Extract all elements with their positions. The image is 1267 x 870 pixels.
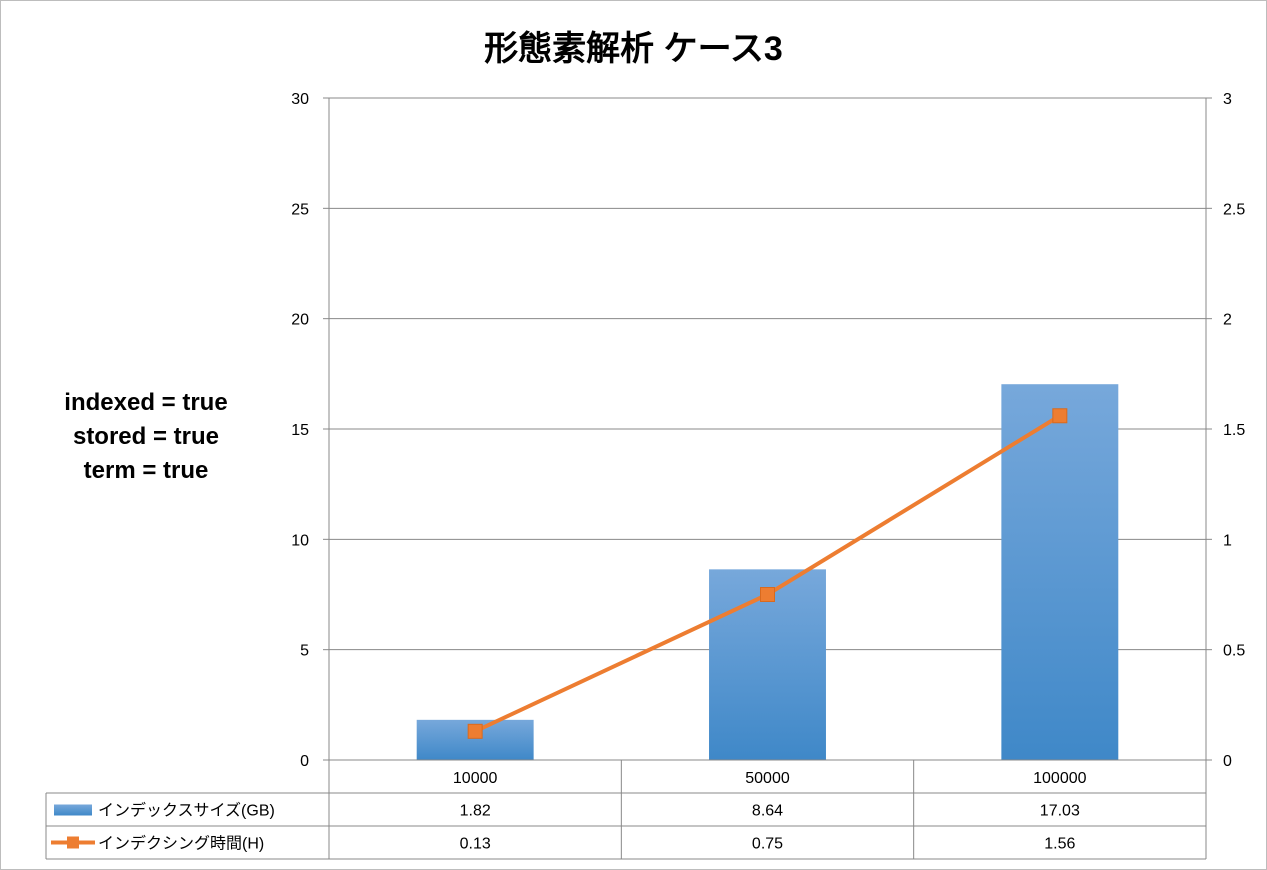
legend-swatch-bar — [54, 804, 92, 816]
annotation-line-stored: stored = true — [72, 423, 220, 450]
bar — [1001, 384, 1119, 760]
right-tick-label: 2 — [1223, 312, 1232, 329]
right-tick-label: 3 — [1223, 91, 1232, 108]
data-label: 0.75 — [752, 836, 783, 853]
legend-series-name: インデクシング時間(H) — [98, 834, 264, 853]
right-tick-label: 0 — [1223, 753, 1232, 770]
left-tick-label: 20 — [291, 312, 309, 329]
legend-series-name: インデックスサイズ(GB) — [98, 801, 275, 820]
data-label: 17.03 — [1040, 803, 1080, 820]
line-point — [1052, 408, 1068, 424]
left-tick-label: 10 — [291, 532, 309, 549]
data-label: 8.64 — [752, 803, 783, 820]
left-tick-label: 30 — [291, 91, 309, 108]
data-label: 0.13 — [460, 836, 491, 853]
annotation-line-term: term = true — [83, 457, 209, 484]
chart-title: 形態素解析 ケース3 — [484, 30, 783, 68]
category-label: 100000 — [1033, 770, 1086, 787]
right-tick-label: 0.5 — [1223, 643, 1245, 660]
data-label: 1.56 — [1044, 836, 1075, 853]
left-tick-label: 5 — [300, 643, 309, 660]
right-tick-label: 2.5 — [1223, 201, 1245, 218]
right-tick-label: 1.5 — [1223, 422, 1245, 439]
left-tick-label: 15 — [291, 422, 309, 439]
legend-swatch-marker — [67, 836, 79, 849]
line-point — [760, 587, 775, 602]
category-label: 10000 — [453, 770, 498, 787]
line-point — [467, 723, 483, 739]
left-tick-label: 25 — [291, 201, 309, 218]
left-tick-label: 0 — [300, 753, 309, 770]
right-tick-label: 1 — [1223, 532, 1232, 549]
category-label: 50000 — [745, 770, 790, 787]
data-label: 1.82 — [460, 803, 491, 820]
annotation-line-indexed: indexed = true — [64, 389, 228, 416]
annotation-block: indexed = true stored = true term = true — [41, 386, 251, 488]
